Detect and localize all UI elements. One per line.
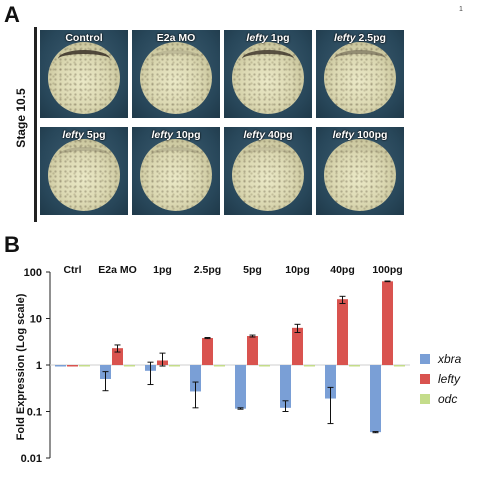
category-label: 2.5pg [194,264,221,276]
legend-swatch [420,354,430,364]
category-label: Ctrl [63,264,81,276]
bar-xbra [370,365,381,433]
embryo-panel: Control [40,30,128,118]
legend-label: odc [438,392,458,406]
y-tick-label: 0.1 [27,407,42,419]
fold-expression-chart: 100 10 1 0.1 0.01 Fold Expression (Log scale)… [15,264,410,465]
legend-label: lefty [438,372,461,386]
embryo-panel: lefty 1pg [224,30,312,118]
y-tick-label: 10 [30,314,42,326]
bar-odc [349,365,360,367]
stage-label: Stage 10.5 [14,88,28,148]
y-tick-label: 100 [24,267,42,279]
bar-odc [304,365,315,367]
blastopore-ring [150,50,202,68]
embryo [232,139,304,211]
bar-odc [124,365,135,367]
blastopore-ring [242,147,294,165]
condition-text: E2a MO [156,32,196,44]
category-label: 40pg [330,264,355,276]
category-label: 10pg [285,264,310,276]
embryo-panel-label: lefty 2.5pg [316,32,404,44]
embryo [324,42,396,114]
embryo-panel-label: lefty 100pg [316,129,404,141]
bar-lefty [202,338,213,365]
bar-xbra [55,365,66,367]
condition-text: 100pg [354,129,388,141]
embryo [48,139,120,211]
condition-text: 40pg [265,129,293,141]
condition-text: 2.5pg [355,32,386,44]
blastopore-ring [334,147,386,165]
embryo-panel-label: E2a MO [132,32,220,44]
embryo [48,42,120,114]
bar-odc [169,365,180,367]
embryo-panel-label: lefty 1pg [224,32,312,44]
legend-item-lefty: lefty [420,372,460,386]
embryo-panel-label: Control [40,32,128,44]
condition-text: Control [65,32,103,44]
condition-text: 10pg [173,129,201,141]
bar-odc [214,365,225,367]
category-label: 100pg [372,264,402,276]
category-label: 5pg [243,264,262,276]
gene-name: lefty [243,129,266,141]
embryo [140,42,212,114]
embryo-image-grid: Control E2a MO lefty 1pg lefty 2.5pg lefty 5… [34,27,407,222]
category-label: 1pg [153,264,172,276]
legend-item-xbra: xbra [420,352,461,366]
y-tick-label: 1 [36,360,42,372]
gene-name: lefty [334,32,356,44]
gene-name: lefty [62,129,84,141]
bar-lefty [337,299,348,365]
embryo-panel: lefty 5pg [40,127,128,215]
y-tick-label: 0.01 [21,453,42,465]
legend-swatch [420,394,430,404]
embryo-panel: lefty 2.5pg [316,30,404,118]
category-label: E2a MO [98,264,137,276]
bar-xbra [325,365,336,399]
bar-odc [394,365,405,367]
gene-name: lefty [246,32,268,44]
bar-odc [259,365,270,367]
blastopore-ring [242,50,294,68]
bar-odc [79,365,90,367]
blastopore-ring [58,50,110,68]
blastopore-ring [58,147,110,165]
legend-item-odc: odc [420,392,457,406]
bar-lefty [382,281,393,365]
legend-label: xbra [438,352,462,366]
gene-name: lefty [151,129,174,141]
bar-lefty [112,348,123,365]
blastopore-ring [334,50,386,68]
legend-swatch [420,374,430,384]
y-axis-label: Fold Expression (Log scale) [15,293,27,440]
embryo-panel: lefty 100pg [316,127,404,215]
panel-a-letter: A [4,2,20,27]
bar-lefty [292,327,303,365]
panel-b-letter: B [4,232,20,257]
bar-lefty [247,336,258,365]
bar-xbra [190,365,201,392]
bar-xbra [235,365,246,409]
embryo-panel-label: lefty 40pg [224,129,312,141]
blastopore-ring [150,147,202,165]
bar-lefty [67,365,78,367]
embryo-panel: lefty 10pg [132,127,220,215]
bar-xbra [280,365,291,408]
embryo [324,139,396,211]
gene-name: lefty [332,129,355,141]
embryo-panel-label: lefty 10pg [132,129,220,141]
embryo [232,42,304,114]
embryo-panel: lefty 40pg [224,127,312,215]
condition-text: 5pg [84,129,106,141]
embryo [140,139,212,211]
embryo-panel: E2a MO [132,30,220,118]
embryo-panel-label: lefty 5pg [40,129,128,141]
condition-text: 1pg [268,32,290,44]
page-number: 1 [459,6,463,13]
